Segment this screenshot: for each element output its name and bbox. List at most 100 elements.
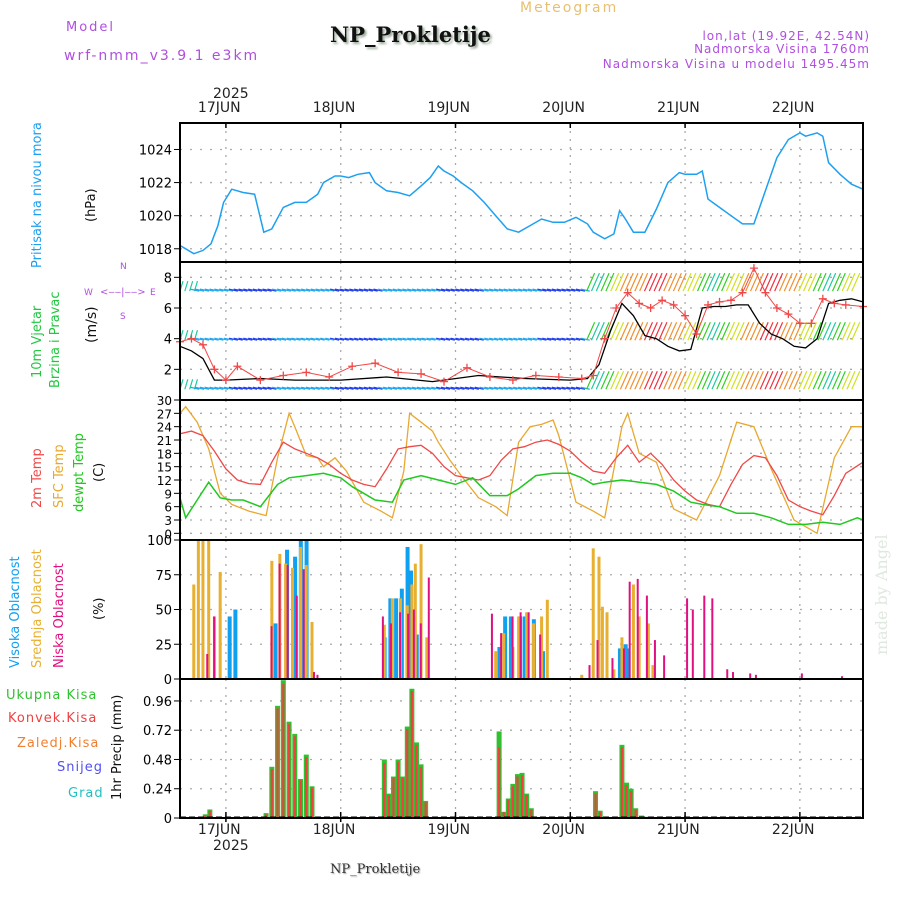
wind-barb: [373, 288, 383, 292]
y-tick-label: 1022: [139, 177, 172, 192]
wind-barb: [252, 288, 263, 292]
cloud-bar: [522, 616, 527, 679]
wind-barb: [243, 337, 253, 341]
wind-barb: [190, 288, 200, 292]
wind-barb: [716, 272, 726, 292]
wind-barb: [508, 386, 518, 390]
wind-barb: [663, 371, 673, 390]
wind-barb: [566, 288, 576, 292]
wind-barb: [204, 386, 214, 390]
wind-gust-marker: [795, 319, 804, 328]
wind-barb: [489, 288, 499, 292]
cloud-bar: [310, 622, 314, 679]
cloud-bar: [588, 665, 591, 679]
wind-barb: [537, 288, 547, 292]
wind-gust-marker: [692, 330, 701, 339]
wind-barb: [754, 371, 764, 390]
precip-legend-conv: Konvek.Kisa: [8, 711, 98, 726]
wind-barb: [503, 288, 513, 292]
wind-barb: [682, 371, 692, 390]
wind-barb: [445, 337, 455, 341]
wind-barb: [436, 337, 446, 341]
precip-legend-total: Ukupna Kisa: [6, 688, 98, 703]
cloud-bar: [201, 540, 205, 679]
wind-barb: [223, 337, 234, 341]
cloud-bar: [539, 634, 542, 679]
wind-barb: [668, 321, 678, 341]
cloud-bar: [407, 613, 410, 679]
cloud-bar: [278, 563, 281, 679]
wind-barb: [421, 288, 431, 292]
cloud-bar: [623, 644, 628, 679]
wind-gust-marker: [600, 334, 609, 343]
wind-barb: [774, 371, 784, 390]
wind-barb: [194, 337, 205, 341]
wind-barb: [416, 288, 427, 292]
wind-barb: [257, 337, 267, 341]
wind-barb: [310, 288, 320, 292]
wind-barb: [817, 321, 827, 341]
wind-barb: [378, 386, 388, 390]
wind-barb: [696, 371, 707, 390]
wind-gust-marker: [658, 296, 667, 305]
wind-barb: [305, 288, 316, 292]
cloud-bar: [703, 595, 706, 679]
wind-barb: [614, 272, 625, 292]
wind-barb: [426, 386, 436, 390]
top-date-label: 19JUN: [427, 100, 471, 116]
wind-barb: [730, 272, 740, 292]
wind-barb: [354, 288, 364, 292]
wind-barb: [653, 371, 663, 390]
wind-barb: [663, 321, 673, 341]
model-name: wrf-nmm_v3.9.1 e3km: [64, 48, 260, 64]
wind-barb: [455, 386, 465, 390]
wind-barb: [841, 321, 851, 341]
wind-barb: [214, 288, 224, 292]
wind-barb: [749, 321, 760, 341]
cloud-bar: [596, 640, 599, 679]
cloud-bar: [540, 616, 544, 679]
wind-barb: [730, 371, 740, 390]
wind-barb: [209, 337, 219, 341]
wind-gust-marker: [749, 264, 758, 273]
wind-barb: [778, 321, 789, 341]
cloud-bar: [800, 673, 803, 679]
y-tick-label: 1024: [139, 143, 172, 158]
wind-barb: [320, 288, 330, 292]
wind-barb: [788, 321, 798, 341]
precip-bar: [498, 747, 501, 818]
footer-station: NP_Prokletije: [330, 862, 421, 877]
wind-gust-marker: [221, 376, 230, 385]
wind-barb: [812, 371, 822, 390]
wind-barb: [354, 337, 364, 341]
wind-barb: [474, 288, 484, 292]
wind-barb: [575, 337, 586, 341]
wind-barb: [653, 321, 663, 341]
wind-barb: [542, 386, 552, 390]
wind-barb: [301, 386, 311, 390]
cloud-bar: [295, 595, 298, 679]
wind-gust-marker: [669, 300, 678, 309]
wind-barb: [315, 337, 325, 341]
cloud-bar: [636, 578, 639, 679]
wind-barb: [595, 371, 605, 390]
wind-barb: [460, 386, 470, 390]
cloud-bar: [527, 612, 530, 679]
wind-barb: [639, 321, 649, 341]
y-tick-label: 15: [157, 461, 172, 475]
wind-barb: [692, 272, 702, 292]
wind-barb: [233, 386, 243, 390]
y-tick-label: 1018: [139, 243, 172, 258]
wind-barb: [296, 386, 306, 390]
wind-barb: [484, 337, 494, 341]
wind-barb: [248, 337, 258, 341]
wind-barb: [692, 371, 702, 390]
wind-barb: [426, 337, 436, 341]
wind-barb: [769, 321, 779, 341]
precip-bar: [410, 691, 413, 818]
wind-barb: [822, 272, 832, 292]
wind-barb: [349, 288, 359, 292]
wind-barb: [783, 272, 793, 292]
wind-barb: [629, 371, 639, 390]
wind-barb: [706, 272, 716, 292]
